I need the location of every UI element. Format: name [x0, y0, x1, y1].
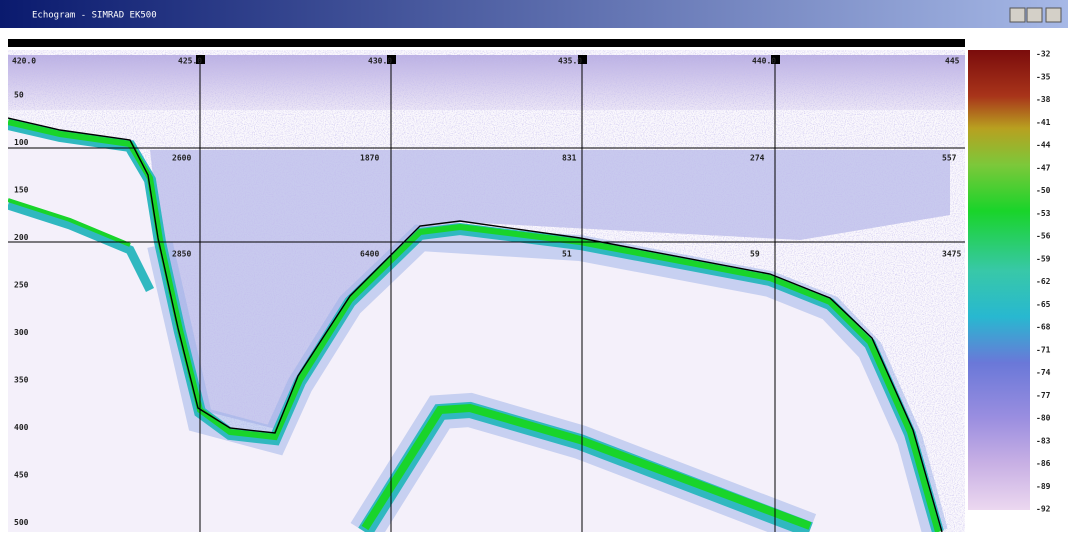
color-scale-label: -86: [1036, 459, 1051, 468]
color-scale-label: -47: [1036, 163, 1051, 172]
ping-count-label: 557: [942, 154, 957, 163]
color-scale-label: -65: [1036, 300, 1051, 309]
close-button[interactable]: [1046, 8, 1061, 22]
color-scale-label: -71: [1036, 345, 1051, 354]
depth-label: 300: [14, 328, 29, 337]
color-scale-label: -92: [1036, 505, 1051, 514]
maximize-button[interactable]: [1027, 8, 1042, 22]
color-scale-label: -50: [1036, 186, 1051, 195]
echogram: [8, 50, 965, 532]
progress-bar: [8, 39, 965, 47]
color-scale-label: -59: [1036, 254, 1051, 263]
depth-label: 350: [14, 376, 29, 385]
depth-label: 150: [14, 186, 29, 195]
color-scale-label: -44: [1036, 141, 1051, 150]
ping-label: 430.0: [368, 57, 392, 66]
depth-label: 400: [14, 423, 29, 432]
color-scale-label: -41: [1036, 118, 1051, 127]
ping-count-label: 2850: [172, 250, 191, 259]
ping-label: 420.0: [12, 57, 36, 66]
color-scale-label: -74: [1036, 368, 1051, 377]
ping-label: 435.0: [558, 57, 582, 66]
depth-label: 250: [14, 281, 29, 290]
page: Echogram - SIMRAD EK500 420.0 425.0 430.0 4…: [0, 0, 1068, 532]
ping-count-label: 831: [562, 154, 577, 163]
ping-label: 425.0: [178, 57, 202, 66]
ping-count-label: 2600: [172, 154, 191, 163]
color-scale-label: -32: [1036, 50, 1051, 59]
window-controls[interactable]: [1010, 8, 1061, 22]
color-scale-label: -80: [1036, 414, 1051, 423]
depth-label: 50: [14, 91, 24, 100]
ping-label: 440.0: [752, 57, 776, 66]
color-scale-label: -68: [1036, 323, 1051, 332]
depth-label: 500: [14, 518, 29, 527]
depth-label: 100: [14, 138, 29, 147]
color-scale-label: -35: [1036, 72, 1051, 81]
color-scale-label: -62: [1036, 277, 1051, 286]
color-scale-label: -56: [1036, 232, 1051, 241]
color-scale-label: -38: [1036, 95, 1051, 104]
depth-label: 450: [14, 471, 29, 480]
depth-label: 200: [14, 233, 29, 242]
ping-count-label: 51: [562, 250, 572, 259]
color-scale-bar: [968, 50, 1030, 510]
title-bar: [0, 0, 1068, 28]
ping-count-label: 274: [750, 154, 765, 163]
color-scale-label: -53: [1036, 209, 1051, 218]
ping-count-label: 1870: [360, 154, 379, 163]
minimize-button[interactable]: [1010, 8, 1025, 22]
ping-count-label: 3475: [942, 250, 961, 259]
window-title: Echogram - SIMRAD EK500: [32, 11, 157, 21]
ping-count-label: 6400: [360, 250, 379, 259]
color-scale-label: -89: [1036, 482, 1051, 491]
color-scale-label: -83: [1036, 436, 1051, 445]
color-scale-label: -77: [1036, 391, 1051, 400]
app-window: Echogram - SIMRAD EK500 420.0 425.0 430.0 4…: [0, 0, 1068, 532]
ping-count-label: 59: [750, 250, 760, 259]
ping-label: 445: [945, 57, 960, 66]
